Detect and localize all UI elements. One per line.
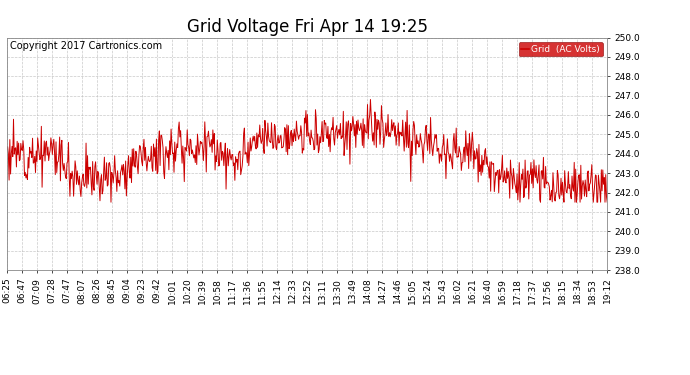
Title: Grid Voltage Fri Apr 14 19:25: Grid Voltage Fri Apr 14 19:25 <box>186 18 428 36</box>
Legend: Grid  (AC Volts): Grid (AC Volts) <box>519 42 602 56</box>
Text: Copyright 2017 Cartronics.com: Copyright 2017 Cartronics.com <box>10 41 162 51</box>
